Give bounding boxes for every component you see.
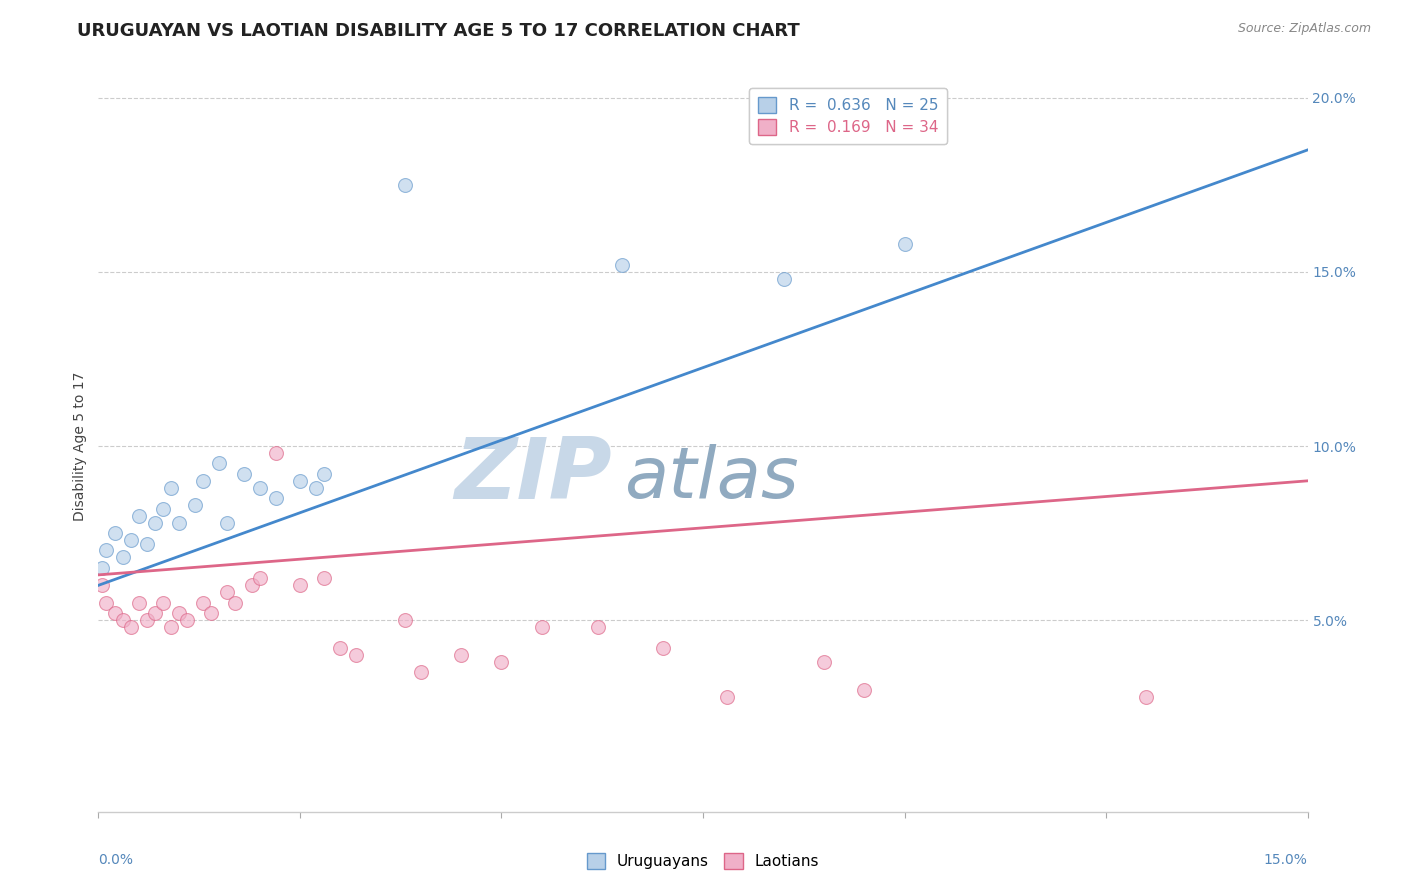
Text: 15.0%: 15.0% <box>1264 854 1308 867</box>
Point <box>208 457 231 471</box>
Point <box>314 571 336 585</box>
Point <box>128 508 150 523</box>
Point <box>193 596 215 610</box>
Point <box>853 682 876 697</box>
Point <box>120 533 142 547</box>
Point <box>240 578 263 592</box>
Point <box>288 578 311 592</box>
Point <box>135 613 157 627</box>
Point <box>612 258 634 272</box>
Point <box>96 596 118 610</box>
Point <box>394 178 416 192</box>
Point <box>111 550 134 565</box>
Point <box>813 655 835 669</box>
Point <box>103 526 125 541</box>
Point <box>143 606 166 620</box>
Point <box>160 620 183 634</box>
Point <box>91 561 114 575</box>
Text: ZIP: ZIP <box>454 434 613 516</box>
Point <box>232 467 254 481</box>
Point <box>893 237 915 252</box>
Point <box>217 516 239 530</box>
Legend: R =  0.636   N = 25, R =  0.169   N = 34: R = 0.636 N = 25, R = 0.169 N = 34 <box>749 88 948 145</box>
Point <box>409 665 432 680</box>
Point <box>491 655 513 669</box>
Point <box>288 474 311 488</box>
Text: URUGUAYAN VS LAOTIAN DISABILITY AGE 5 TO 17 CORRELATION CHART: URUGUAYAN VS LAOTIAN DISABILITY AGE 5 TO… <box>77 22 800 40</box>
Text: 0.0%: 0.0% <box>98 854 134 867</box>
Point <box>249 571 271 585</box>
Point <box>249 481 271 495</box>
Point <box>217 585 239 599</box>
Point <box>128 596 150 610</box>
Point <box>716 690 738 704</box>
Point <box>586 620 609 634</box>
Text: atlas: atlas <box>624 444 799 514</box>
Point <box>152 596 174 610</box>
Point <box>772 272 794 286</box>
Point <box>167 606 190 620</box>
Point <box>305 481 328 495</box>
Point <box>450 648 472 662</box>
Point <box>135 536 157 550</box>
Point <box>314 467 336 481</box>
Legend: Uruguayans, Laotians: Uruguayans, Laotians <box>581 847 825 875</box>
Point <box>651 640 673 655</box>
Point <box>224 596 246 610</box>
Point <box>160 481 183 495</box>
Point <box>103 606 125 620</box>
Point <box>167 516 190 530</box>
Point <box>184 498 207 512</box>
Point <box>96 543 118 558</box>
Point <box>176 613 198 627</box>
Y-axis label: Disability Age 5 to 17: Disability Age 5 to 17 <box>73 371 87 521</box>
Point <box>530 620 553 634</box>
Point <box>91 578 114 592</box>
Point <box>193 474 215 488</box>
Point <box>1135 690 1157 704</box>
Point <box>143 516 166 530</box>
Point <box>394 613 416 627</box>
Point <box>264 446 287 460</box>
Point <box>264 491 287 506</box>
Point <box>344 648 367 662</box>
Point <box>111 613 134 627</box>
Point <box>152 501 174 516</box>
Point <box>120 620 142 634</box>
Text: Source: ZipAtlas.com: Source: ZipAtlas.com <box>1237 22 1371 36</box>
Point <box>329 640 352 655</box>
Point <box>200 606 222 620</box>
